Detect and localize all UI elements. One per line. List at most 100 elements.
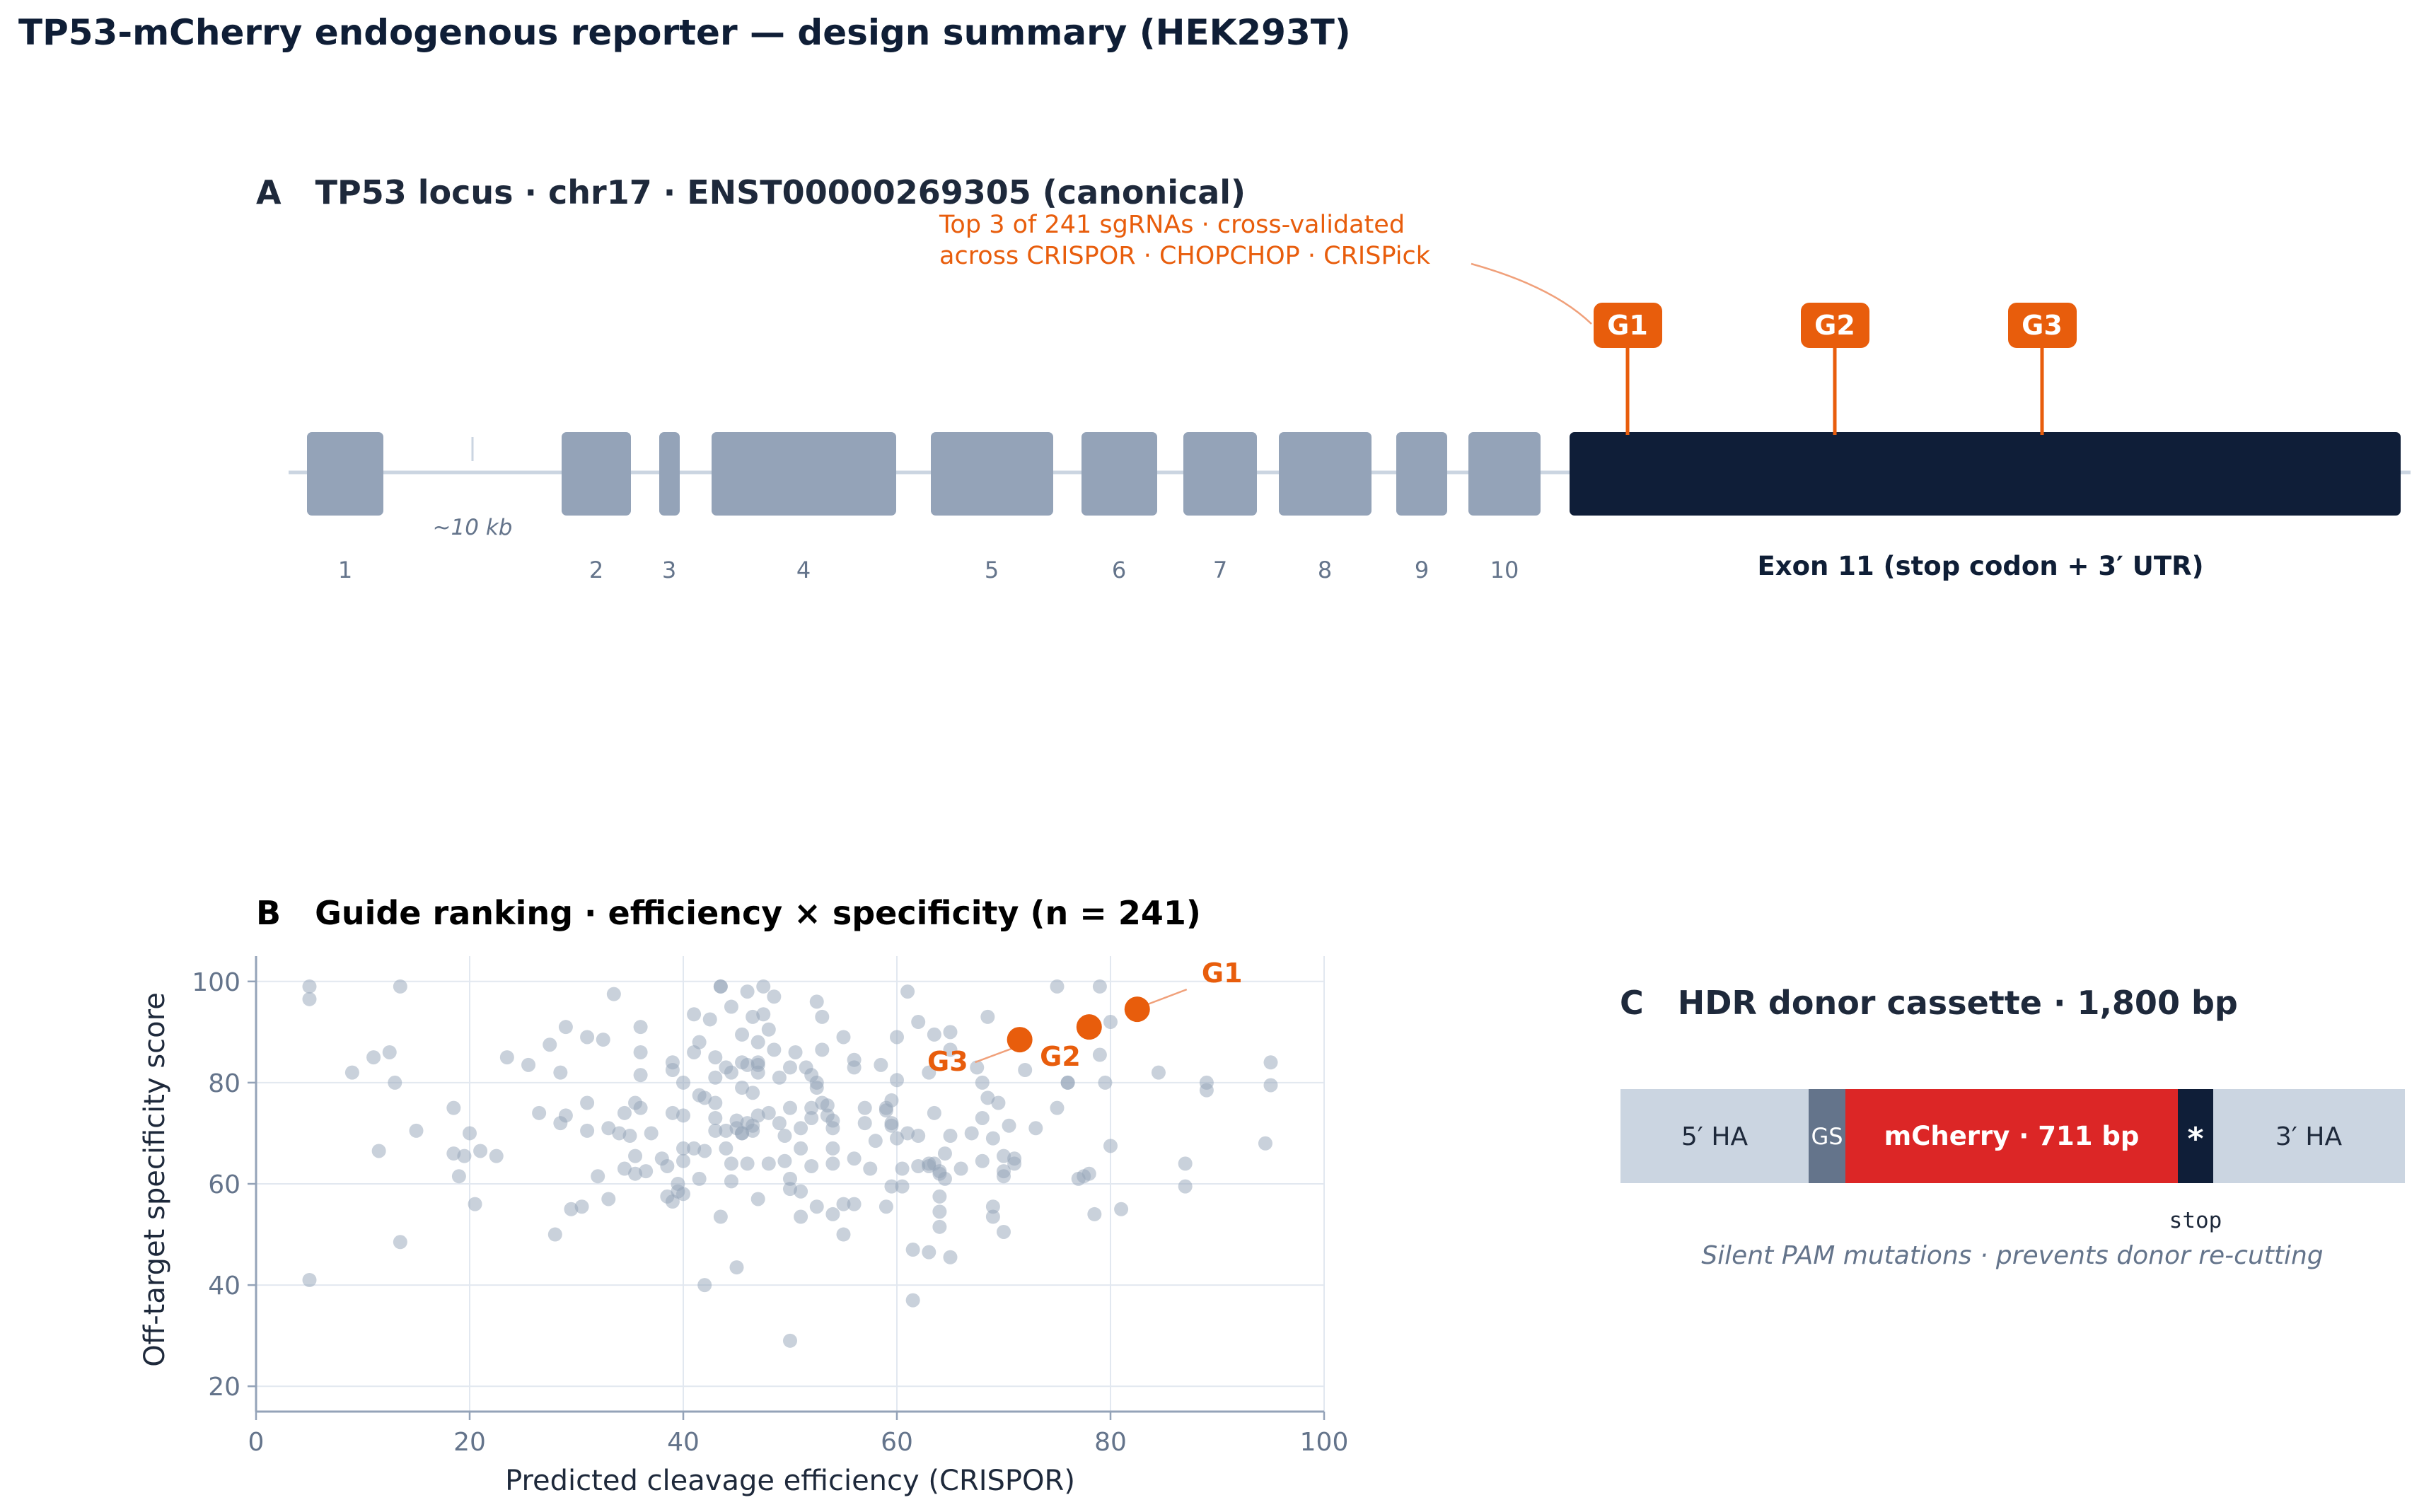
data-point [729,1113,744,1128]
data-point [847,1151,862,1166]
data-point [756,1007,771,1022]
data-point [532,1105,547,1120]
data-point [890,1073,904,1088]
exon-10 [1468,432,1541,516]
data-point [804,1100,819,1115]
data-point [767,989,782,1004]
data-point [451,1169,466,1184]
exon-5 [931,432,1053,516]
guide-badge [1801,303,1869,348]
data-point [772,1070,787,1085]
data-point [750,1108,765,1123]
guide-badge [2008,303,2077,348]
exon-label: 9 [1415,557,1429,583]
data-point [943,1250,958,1264]
data-point [371,1144,386,1158]
data-point [393,1235,407,1250]
data-point [1114,1202,1129,1216]
data-point [750,1057,765,1072]
data-point [1178,1156,1193,1171]
x-tick-label: 100 [1300,1428,1349,1457]
panel-c-title: C HDR donor cassette · 1,800 bp [1620,984,2238,1022]
data-point [708,1110,723,1125]
highlight-label-g3: G3 [927,1046,968,1077]
data-point [809,994,824,1009]
data-point [761,1022,776,1037]
data-point [601,1192,616,1206]
data-point [857,1100,872,1115]
data-point [713,1209,728,1224]
data-point [1028,1121,1043,1136]
data-point [1092,1047,1107,1062]
data-point [729,1260,744,1275]
y-tick-label: 40 [208,1272,240,1301]
data-point [1050,1100,1065,1115]
panel-a-title: A TP53 locus · chr17 · ENST00000269305 (… [256,173,1246,211]
data-point [922,1245,936,1260]
data-point [890,1131,904,1146]
data-point [937,1146,952,1161]
exon-8 [1279,432,1372,516]
data-point [724,1174,738,1189]
data-point [927,1027,941,1042]
data-point [922,1065,936,1080]
x-tick-label: 60 [881,1428,913,1457]
guide-label-connector [1145,988,1188,1006]
donor-5-ha-label: 5′ HA [1681,1122,1749,1151]
data-point [697,1144,712,1158]
data-point [943,1129,958,1144]
exon-label: 3 [662,557,676,583]
data-point [740,984,755,999]
data-point [788,1045,803,1059]
data-point [302,991,317,1006]
data-point [767,1042,782,1057]
data-point [820,1098,835,1113]
data-point [777,1129,792,1144]
data-point [772,1116,787,1131]
data-point [697,1278,712,1293]
data-point [1060,1075,1075,1090]
data-point [895,1179,910,1194]
data-point [708,1070,723,1085]
data-point [900,1126,915,1141]
data-point [1178,1179,1193,1194]
data-point [997,1224,1011,1239]
data-point [783,1060,797,1075]
data-point [980,1091,995,1105]
data-point [900,984,915,999]
panel-b-title: B Guide ranking · efficiency × specifici… [256,894,1201,932]
data-point [1050,979,1065,994]
data-point [825,1121,840,1136]
guide-badge [1594,303,1662,348]
data-point [905,1243,920,1257]
data-point [890,1030,904,1045]
data-point [665,1063,680,1077]
data-point [911,1129,926,1144]
data-point [719,1141,733,1156]
data-point [794,1121,808,1136]
data-point [809,1075,824,1090]
x-tick-label: 40 [667,1428,700,1457]
data-point [761,1156,776,1171]
data-point [1007,1151,1022,1166]
data-point [905,1293,920,1308]
data-point [750,1035,765,1049]
data-point [393,979,407,994]
data-point [473,1144,488,1158]
exon-label: 7 [1213,557,1227,583]
data-point [985,1131,1000,1146]
highlight-point-g3 [1007,1027,1033,1053]
data-point [783,1171,797,1186]
panel-c: C HDR donor cassette · 1,800 bp 5′ HA GS… [1620,984,2405,1270]
highlight-label-g2: G2 [1040,1041,1081,1072]
panel-a: A TP53 locus · chr17 · ENST00000269305 (… [256,173,2411,583]
data-point [633,1100,648,1115]
data-point [975,1110,990,1125]
highlight-label-g1: G1 [1202,958,1243,989]
donor-3-ha [2213,1089,2405,1183]
data-point [665,1105,680,1120]
data-point [628,1148,643,1163]
data-point [708,1050,723,1065]
intron-length-label: ~10 kb [433,515,513,540]
data-point [847,1052,862,1067]
